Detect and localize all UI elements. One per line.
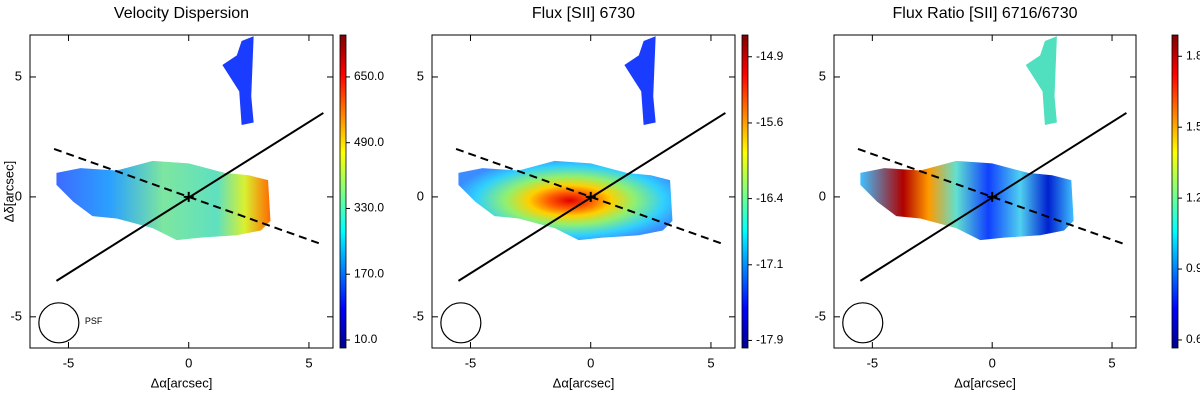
colorbar-tick-label: -15.6 bbox=[756, 115, 784, 129]
x-axis-label: Δα[arcsec] bbox=[151, 375, 213, 390]
axis-line bbox=[857, 147, 1127, 246]
y-tick-label: 5 bbox=[15, 68, 22, 83]
y-tick-label: 5 bbox=[417, 68, 424, 83]
colorbar-tick-label: 1.8 bbox=[1186, 48, 1200, 62]
center-cross bbox=[183, 191, 194, 202]
emission-map-north bbox=[1025, 36, 1057, 125]
axis-line bbox=[455, 147, 726, 246]
center-cross bbox=[585, 191, 596, 202]
x-tick-label: 0 bbox=[185, 355, 192, 370]
y-tick-label: 0 bbox=[15, 188, 22, 203]
x-tick-label: -5 bbox=[63, 355, 75, 370]
emission-map bbox=[56, 160, 271, 241]
emission-map bbox=[458, 160, 673, 241]
colorbar-tick-label: 1.5 bbox=[1186, 119, 1200, 133]
x-tick-label: 0 bbox=[989, 355, 996, 370]
colorbar-tick-label: -16.4 bbox=[756, 191, 784, 205]
psf-circle bbox=[38, 302, 80, 344]
colorbar-tick-label: 10.0 bbox=[354, 332, 378, 346]
x-tick-label: 5 bbox=[1108, 355, 1115, 370]
y-tick-label: 5 bbox=[819, 68, 826, 83]
colorbar-tick-label: 0.6 bbox=[1186, 332, 1200, 346]
psf-circle bbox=[440, 302, 482, 344]
x-axis-label: Δα[arcsec] bbox=[553, 375, 615, 390]
colorbar-tick-label: 330.0 bbox=[354, 201, 384, 215]
axis-line bbox=[53, 147, 324, 246]
x-tick-label: 5 bbox=[305, 355, 312, 370]
colorbar-tick-label: 1.2 bbox=[1186, 190, 1200, 204]
plot-frame bbox=[833, 34, 1137, 349]
y-tick-label: -5 bbox=[412, 308, 424, 323]
y-axis-label: Δδ[arcsec] bbox=[1, 161, 16, 222]
y-tick-label: -5 bbox=[10, 308, 22, 323]
x-tick-label: -5 bbox=[465, 355, 477, 370]
x-tick-label: 5 bbox=[707, 355, 714, 370]
y-tick-label: 0 bbox=[417, 188, 424, 203]
colorbar bbox=[741, 34, 749, 349]
psf-circle bbox=[842, 302, 884, 344]
colorbar bbox=[1171, 34, 1179, 349]
emission-map bbox=[860, 160, 1074, 241]
y-tick-label: -5 bbox=[814, 308, 826, 323]
panel-title: Velocity Dispersion bbox=[114, 5, 249, 22]
colorbar-tick-label: 0.9 bbox=[1186, 261, 1200, 275]
panel-title: Flux [SII] 6730 bbox=[532, 5, 635, 22]
plot-frame bbox=[29, 34, 334, 349]
colorbar-tick-label: 490.0 bbox=[354, 135, 384, 149]
colorbar-tick-label: 170.0 bbox=[354, 266, 384, 280]
center-cross bbox=[987, 191, 998, 202]
colorbar-tick-label: -14.9 bbox=[756, 49, 784, 63]
colorbar-tick-label: 650.0 bbox=[354, 69, 384, 83]
x-tick-label: 0 bbox=[587, 355, 594, 370]
emission-map-north bbox=[222, 36, 254, 125]
plot-frame bbox=[431, 34, 736, 349]
emission-map-north bbox=[624, 36, 656, 125]
x-axis-label: Δα[arcsec] bbox=[954, 375, 1016, 390]
y-tick-label: 0 bbox=[819, 188, 826, 203]
colorbar-tick-label: -17.9 bbox=[756, 333, 784, 347]
x-tick-label: -5 bbox=[867, 355, 879, 370]
colorbar bbox=[339, 34, 347, 349]
panel-title: Flux Ratio [SII] 6716/6730 bbox=[893, 5, 1078, 22]
colorbar-tick-label: -17.1 bbox=[756, 257, 784, 271]
psf-label: PSF bbox=[85, 316, 103, 326]
